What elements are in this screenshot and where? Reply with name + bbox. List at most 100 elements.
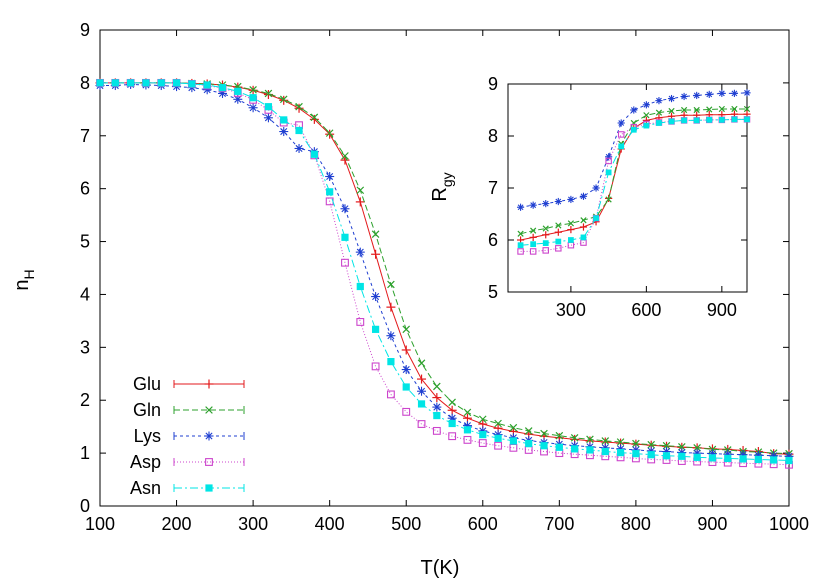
legend: Glu Gln Lys Asp Asn <box>130 374 245 498</box>
inset-point-lys <box>529 201 537 209</box>
inset-point-glu <box>554 228 562 236</box>
point-gln <box>463 408 472 417</box>
point-asn <box>571 445 579 453</box>
point-gln <box>249 85 257 94</box>
inset-point-gln <box>643 112 650 119</box>
point-asn <box>708 454 717 462</box>
point-glu <box>279 95 289 105</box>
point-gln <box>433 382 441 391</box>
inset-point-lys <box>667 94 676 103</box>
point-gln <box>371 230 380 238</box>
y-axis-label: nH <box>11 269 37 290</box>
inset-y-tick-label: 8 <box>488 126 498 146</box>
point-asp <box>463 435 472 444</box>
point-lys <box>248 103 258 113</box>
inset-point-lys <box>516 203 525 211</box>
inset-point-asn <box>630 126 637 133</box>
point-lys <box>417 386 427 396</box>
inset-point-gln <box>693 106 700 114</box>
x-tick-label: 800 <box>621 514 651 534</box>
point-asn <box>387 358 395 366</box>
point-asp <box>448 432 457 441</box>
point-gln <box>356 186 365 195</box>
inset-point-lys <box>718 89 726 97</box>
point-gln <box>448 398 456 407</box>
legend-marker-glu <box>204 379 214 389</box>
point-asn <box>586 446 594 454</box>
inset-point-lys <box>567 195 575 204</box>
point-gln <box>295 102 303 111</box>
point-asn <box>172 79 181 87</box>
point-asp <box>341 258 349 267</box>
inset-point-asn <box>542 240 549 246</box>
point-gln <box>524 427 533 435</box>
y-tick-label: 1 <box>80 443 90 463</box>
point-asn <box>555 443 563 451</box>
point-lys <box>294 143 304 153</box>
point-gln <box>509 423 518 432</box>
inset-y-tick-label: 9 <box>488 74 498 94</box>
inset-point-asn <box>593 215 599 222</box>
inset-point-gln <box>718 105 725 113</box>
inset-point-asp <box>555 245 562 252</box>
inset-y-axis-label-subscript: gy <box>439 172 455 187</box>
x-tick-label: 200 <box>162 514 192 534</box>
inset-point-asn <box>731 116 738 123</box>
inset-point-asp <box>617 131 625 138</box>
inset-point-asn <box>706 117 713 123</box>
x-tick-label: 300 <box>238 514 268 534</box>
inset-point-glu <box>542 231 550 239</box>
legend-marker-asp <box>205 458 213 466</box>
point-gln <box>693 444 701 452</box>
point-asp <box>494 441 503 450</box>
point-lys <box>386 331 396 341</box>
inset-point-gln <box>743 105 751 113</box>
point-gln <box>662 441 671 450</box>
point-gln <box>310 113 319 122</box>
main-plot-area <box>95 78 794 469</box>
inset-point-gln <box>680 106 688 114</box>
point-asn <box>402 383 410 391</box>
y-tick-label: 9 <box>80 20 90 40</box>
inset-point-lys <box>642 101 650 109</box>
point-gln <box>478 415 487 424</box>
point-lys <box>401 365 411 375</box>
point-gln <box>494 419 502 428</box>
legend-marker-gln <box>205 406 213 414</box>
inset-point-asn <box>656 120 662 126</box>
point-asn <box>433 411 441 420</box>
point-asn <box>754 455 762 464</box>
point-asn <box>356 282 364 291</box>
point-gln <box>647 440 655 449</box>
point-asn <box>494 434 502 442</box>
inset-axes: 300 600 900 5 6 7 8 9 <box>488 74 748 320</box>
inset-x-tick-label: 300 <box>556 300 586 320</box>
point-gln <box>387 280 395 289</box>
inset-point-gln <box>668 107 675 115</box>
point-lys <box>355 247 365 257</box>
point-asn <box>463 426 472 434</box>
inset-point-gln <box>542 225 549 232</box>
y-tick-label: 8 <box>80 73 90 93</box>
inset-point-asn <box>568 237 574 243</box>
inset-point-gln <box>731 105 738 113</box>
inset-point-asn <box>618 143 625 150</box>
point-gln <box>417 359 426 367</box>
point-glu <box>417 374 427 384</box>
point-glu <box>386 302 396 312</box>
point-asp <box>371 362 380 371</box>
inset-point-asp <box>529 248 537 255</box>
point-glu <box>371 249 381 259</box>
x-tick-label: 500 <box>391 514 421 534</box>
point-gln <box>540 429 548 438</box>
inset-point-gln <box>580 217 587 224</box>
inset-x-tick-label: 600 <box>631 300 661 320</box>
inset-point-lys <box>554 197 562 206</box>
inset-point-asp <box>542 247 549 254</box>
inset-bg-rect <box>506 84 748 293</box>
inset-point-gln <box>555 222 562 229</box>
point-asp <box>356 318 365 326</box>
point-asn <box>616 448 625 457</box>
point-asn <box>310 150 318 158</box>
legend-label-asn: Asn <box>130 478 161 498</box>
